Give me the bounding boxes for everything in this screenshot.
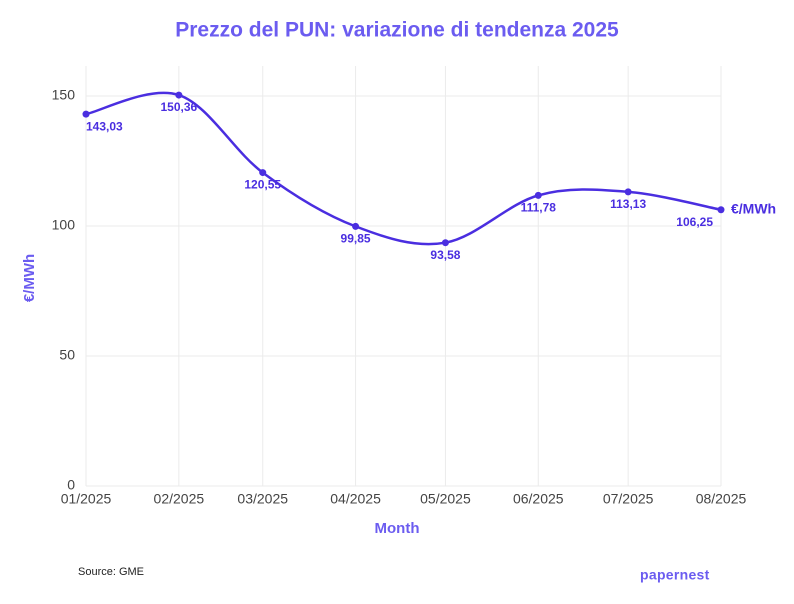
data-label: 99,85 <box>341 232 371 246</box>
data-label: 120,55 <box>244 178 281 192</box>
y-tick-label: 100 <box>52 217 76 233</box>
point <box>534 191 542 199</box>
data-label: 150,36 <box>161 100 198 114</box>
point <box>175 91 183 99</box>
x-axis-label: Month <box>375 520 420 537</box>
y-tick-label: 50 <box>59 347 75 363</box>
point <box>82 110 90 118</box>
point <box>441 239 449 247</box>
data-label: 111,78 <box>521 201 557 215</box>
end-label: €/MWh <box>731 200 776 216</box>
x-tick-label: 08/2025 <box>696 491 747 507</box>
line <box>85 91 722 246</box>
point <box>259 169 267 177</box>
x-tick-label: 06/2025 <box>513 491 564 507</box>
point <box>717 206 725 214</box>
x-tick-label: 05/2025 <box>420 491 471 507</box>
x-tick-label: 02/2025 <box>154 491 205 507</box>
source-note: Source: GME <box>78 566 144 578</box>
x-tick-label: 07/2025 <box>603 491 654 507</box>
y-axis-label: €/MWh <box>21 254 38 302</box>
y-tick-label: 0 <box>67 477 75 493</box>
y-tick-label: 150 <box>52 87 76 103</box>
point <box>352 222 360 230</box>
data-label: 143,03 <box>86 119 123 133</box>
chart-title: Prezzo del PUN: variazione di tendenza 2… <box>175 19 619 42</box>
x-tick-label: 03/2025 <box>237 491 288 507</box>
logo: papernest <box>640 567 710 583</box>
data-label: 113,13 <box>610 197 646 211</box>
data-label: 93,58 <box>430 248 460 262</box>
data-label: 106,25 <box>676 215 713 229</box>
x-tick-label: 04/2025 <box>330 491 381 507</box>
point <box>624 188 632 196</box>
x-tick-label: 01/2025 <box>61 491 112 507</box>
